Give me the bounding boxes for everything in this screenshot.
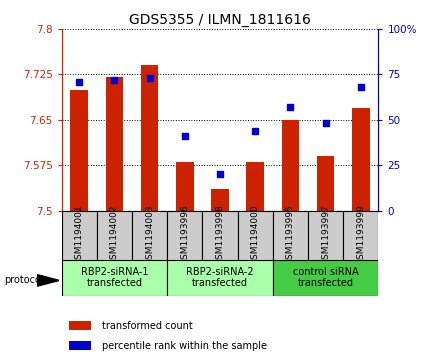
Bar: [70, 90, 88, 211]
Text: GSM1194000: GSM1194000: [251, 205, 260, 265]
Bar: [97, 211, 132, 260]
Point: [146, 75, 153, 81]
Point: [357, 84, 364, 90]
Text: protocol: protocol: [4, 275, 44, 285]
Bar: [141, 65, 158, 211]
Point: [76, 79, 83, 85]
Text: GSM1193996: GSM1193996: [180, 205, 189, 265]
Point: [111, 77, 118, 83]
Bar: [343, 211, 378, 260]
Bar: [211, 189, 229, 211]
Bar: [132, 211, 167, 260]
Text: GSM1193995: GSM1193995: [286, 205, 295, 265]
Bar: [106, 77, 123, 211]
Text: GSM1193997: GSM1193997: [321, 205, 330, 265]
Title: GDS5355 / ILMN_1811616: GDS5355 / ILMN_1811616: [129, 13, 311, 26]
Bar: [167, 211, 202, 260]
Point: [287, 104, 294, 110]
Text: percentile rank within the sample: percentile rank within the sample: [102, 340, 267, 351]
Bar: [317, 156, 334, 211]
Polygon shape: [37, 275, 59, 286]
Bar: [352, 108, 370, 211]
Text: GSM1194002: GSM1194002: [110, 205, 119, 265]
Text: control siRNA
transfected: control siRNA transfected: [293, 267, 359, 289]
Bar: [308, 211, 343, 260]
Point: [322, 121, 329, 126]
Bar: [273, 260, 378, 296]
Bar: [282, 120, 299, 211]
Text: GSM1193998: GSM1193998: [216, 205, 224, 265]
Bar: [69, 321, 91, 330]
Text: RBP2-siRNA-1
transfected: RBP2-siRNA-1 transfected: [81, 267, 148, 289]
Bar: [62, 211, 97, 260]
Text: GSM1194003: GSM1194003: [145, 205, 154, 265]
Bar: [167, 260, 273, 296]
Bar: [69, 341, 91, 350]
Point: [216, 171, 224, 177]
Bar: [176, 162, 194, 211]
Bar: [246, 162, 264, 211]
Bar: [273, 211, 308, 260]
Point: [252, 128, 259, 134]
Bar: [202, 211, 238, 260]
Text: RBP2-siRNA-2
transfected: RBP2-siRNA-2 transfected: [186, 267, 254, 289]
Text: GSM1194001: GSM1194001: [75, 205, 84, 265]
Text: transformed count: transformed count: [102, 321, 193, 331]
Text: GSM1193999: GSM1193999: [356, 205, 365, 265]
Bar: [62, 260, 167, 296]
Bar: [238, 211, 273, 260]
Point: [181, 133, 188, 139]
